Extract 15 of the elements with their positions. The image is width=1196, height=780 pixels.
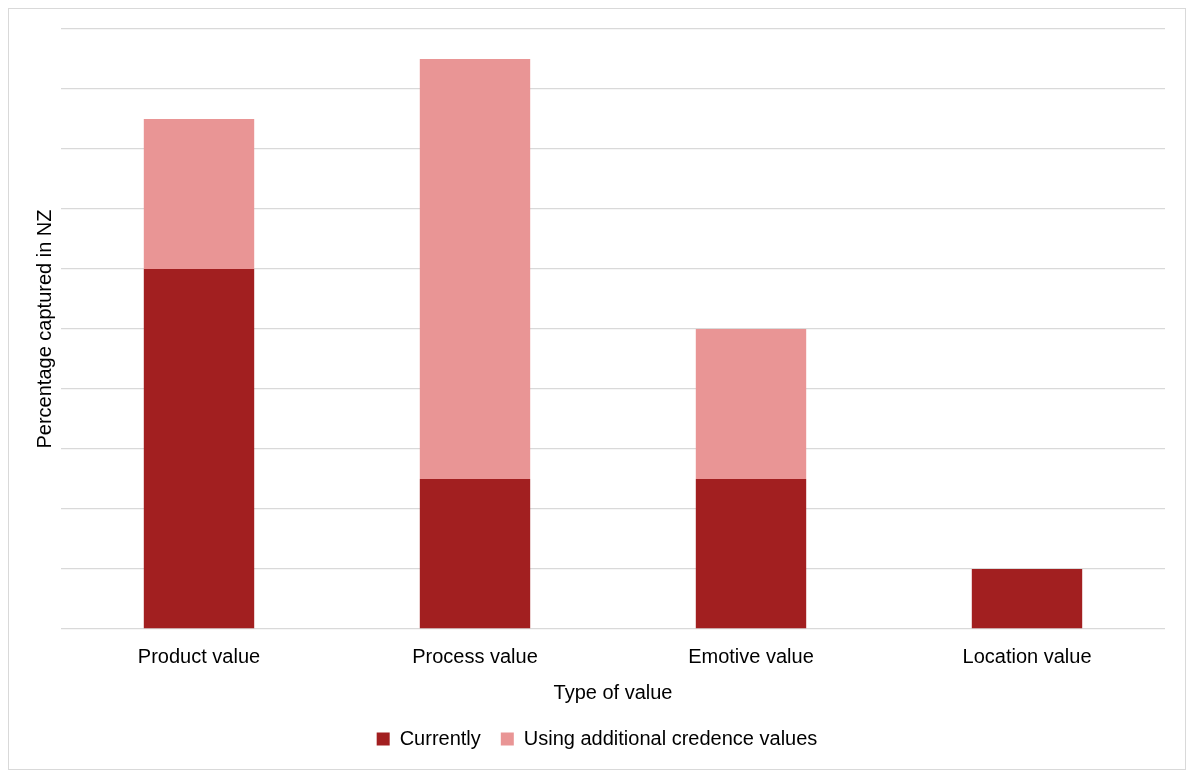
bar [143, 268, 255, 629]
bar [695, 478, 807, 629]
bar [419, 478, 531, 629]
x-axis-title: Type of value [553, 680, 673, 703]
legend-label: Using additional credence values [523, 726, 818, 749]
bar [143, 118, 255, 269]
x-tick-label: Product value [137, 644, 261, 667]
x-tick-label: Location value [962, 644, 1092, 667]
bar [695, 328, 807, 479]
x-tick-label: Emotive value [688, 644, 814, 667]
legend-label: Currently [399, 726, 481, 749]
bar [971, 568, 1083, 629]
x-tick-label: Process value [412, 644, 538, 667]
bar [419, 58, 531, 479]
y-axis-title: Percentage captured in NZ [32, 209, 55, 449]
